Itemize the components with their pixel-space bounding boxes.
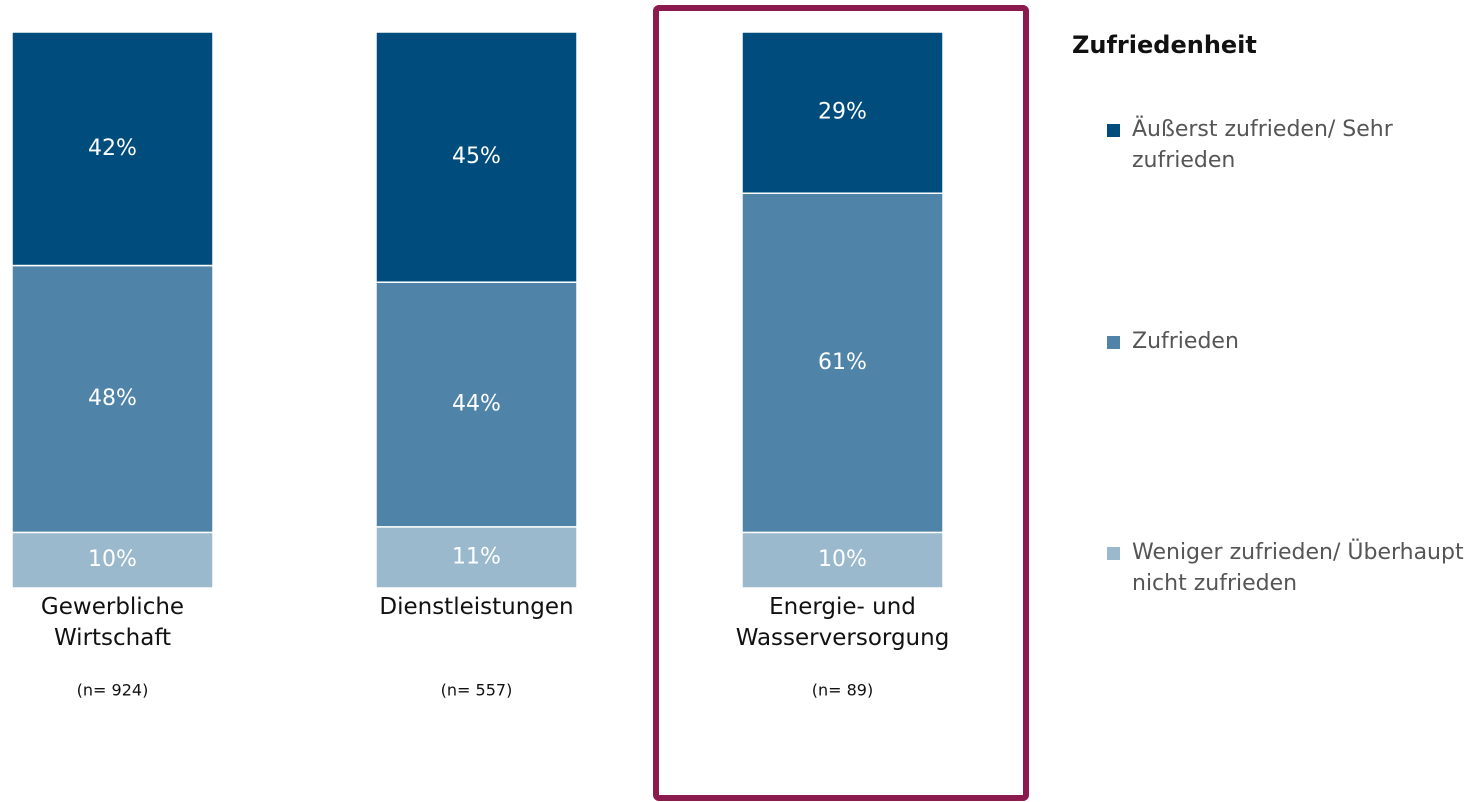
bar-segment	[375, 31, 578, 283]
sample-size: (n= 557)	[441, 681, 513, 700]
legend-label-box: Äußerst zufrieden/ Sehr zufrieden	[1132, 117, 1393, 173]
bar-segment	[375, 526, 578, 589]
bar-segment	[741, 531, 944, 589]
value-label: 48%	[88, 386, 137, 411]
sample-size: (n= 89)	[812, 681, 873, 700]
legend-swatch	[1107, 547, 1120, 560]
value-label: 44%	[452, 392, 501, 417]
category-label-box: Dienstleistungen	[379, 594, 574, 620]
bar-segment	[11, 31, 214, 267]
bar-segment	[375, 281, 578, 528]
category-label: Gewerbliche Wirtschaft	[40, 594, 185, 651]
legend-label-box: Zufrieden	[1132, 329, 1239, 354]
bar-segment	[11, 264, 214, 534]
value-label: 29%	[818, 100, 867, 125]
legend-label-box: Weniger zufrieden/ Überhaupt nicht zufri…	[1132, 540, 1464, 596]
bar-segment	[11, 531, 214, 589]
legend-label: Äußerst zufrieden/ Sehr zufrieden	[1132, 117, 1393, 173]
highlight-frame	[653, 5, 1029, 801]
value-label: 61%	[818, 350, 867, 375]
legend-label: Zufrieden	[1132, 329, 1239, 354]
value-label: 45%	[452, 144, 501, 169]
category-label: Energie- und Wasserversorgung	[735, 594, 950, 651]
bar-segment	[741, 192, 944, 534]
category-label: Dienstleistungen	[379, 594, 574, 620]
category-label-box: Gewerbliche Wirtschaft	[40, 594, 185, 651]
value-label: 10%	[88, 547, 137, 572]
legend-swatch	[1107, 336, 1120, 349]
legend-title: Zufriedenheit	[1072, 31, 1257, 59]
value-label: 42%	[88, 136, 137, 161]
value-label: 10%	[818, 547, 867, 572]
category-label-box: Energie- und Wasserversorgung	[735, 594, 950, 651]
legend-label: Weniger zufrieden/ Überhaupt nicht zufri…	[1132, 540, 1464, 596]
legend-swatch	[1107, 124, 1120, 137]
value-label: 11%	[452, 544, 501, 569]
sample-size: (n= 924)	[77, 681, 149, 700]
bar-segment	[741, 31, 944, 194]
